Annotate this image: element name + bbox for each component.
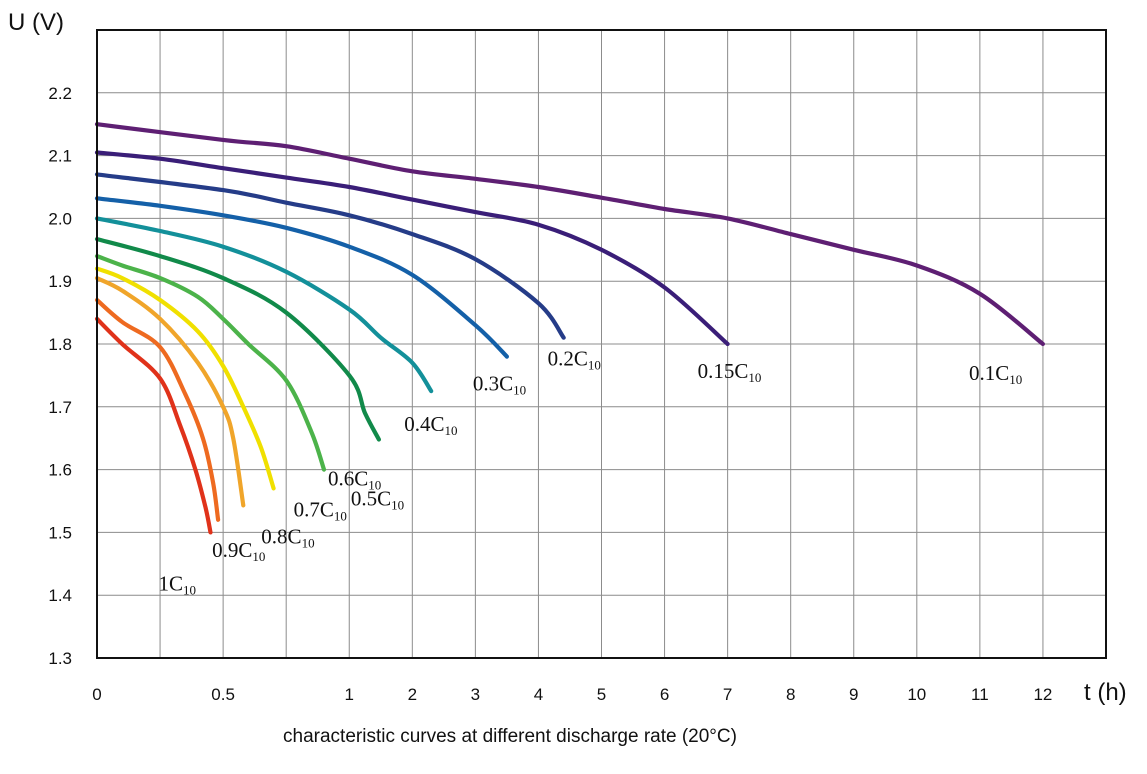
plot-frame [96, 29, 1107, 659]
x-tick-label: 0.5 [211, 685, 235, 704]
x-tick-label: 11 [971, 685, 989, 704]
y-tick-label: 1.9 [48, 272, 72, 291]
x-tick-label: 9 [849, 685, 858, 704]
curve-label-0-8C10: 0.8C10 [261, 524, 314, 550]
curve-0-5C10 [94, 237, 381, 442]
curve-0-7C10 [94, 266, 276, 491]
y-tick-label: 1.7 [48, 398, 72, 417]
x-tick-label: 12 [1033, 685, 1052, 704]
x-tick-labels: 0 0.5 1 2 3 4 5 6 7 8 9 10 11 12 [92, 685, 1052, 704]
curve-label-1C10: 1C10 [159, 571, 197, 597]
curve-label-0-9C10: 0.9C10 [212, 538, 265, 564]
y-tick-label: 1.4 [48, 586, 72, 605]
curve-0-9C10 [94, 297, 221, 522]
y-tick-label: 2.0 [48, 209, 72, 228]
y-tick-labels: 1.3 1.4 1.5 1.6 1.7 1.8 1.9 2.0 2.1 2.2 [48, 84, 72, 668]
y-tick-label: 2.1 [48, 147, 72, 166]
curves [94, 122, 1045, 535]
grid [97, 30, 1106, 658]
x-tick-label: 5 [597, 685, 606, 704]
curve-0-2C10 [94, 172, 566, 340]
curve-label-0-5C10: 0.5C10 [351, 486, 404, 512]
curve-labels: 0.1C10 0.15C10 0.2C10 0.3C10 0.4C10 0.5C100.6… [159, 347, 1023, 598]
curve-label-0-4C10: 0.4C10 [404, 412, 457, 438]
y-tick-label: 1.8 [48, 335, 72, 354]
curve-0-15C10 [94, 150, 730, 347]
curve-0-8C10 [94, 276, 246, 508]
x-tick-label: 3 [471, 685, 480, 704]
x-tick-label: 10 [907, 685, 926, 704]
curve-0-1C10 [94, 122, 1045, 347]
x-tick-label: 8 [786, 685, 795, 704]
curve-label-0-2C10: 0.2C10 [548, 347, 601, 373]
curve-0-3C10 [94, 196, 509, 359]
x-tick-label: 7 [723, 685, 732, 704]
x-tick-label: 6 [660, 685, 669, 704]
curve-label-0-6C10: 0.6C10 [328, 467, 381, 493]
curve-label-0-3C10: 0.3C10 [473, 372, 526, 398]
x-tick-label: 1 [345, 685, 354, 704]
x-axis-title: t (h) [1084, 679, 1127, 706]
y-tick-label: 2.2 [48, 84, 72, 103]
y-axis-title: U (V) [8, 9, 64, 36]
curve-0-6C10 [94, 254, 327, 472]
curve-label-0-1C10: 0.1C10 [969, 361, 1022, 387]
curve-0-4C10 [94, 216, 434, 394]
x-tick-label: 4 [534, 685, 543, 704]
curve-1C10 [94, 316, 213, 535]
curve-label-0-15C10: 0.15C10 [698, 359, 762, 385]
x-tick-label: 0 [92, 685, 101, 704]
y-tick-label: 1.6 [48, 461, 72, 480]
y-tick-label: 1.5 [48, 523, 72, 542]
chart-caption: characteristic curves at different disch… [283, 726, 737, 747]
y-tick-label: 1.3 [48, 649, 72, 668]
x-tick-label: 2 [408, 685, 417, 704]
curve-label-0-7C10: 0.7C10 [294, 497, 347, 523]
